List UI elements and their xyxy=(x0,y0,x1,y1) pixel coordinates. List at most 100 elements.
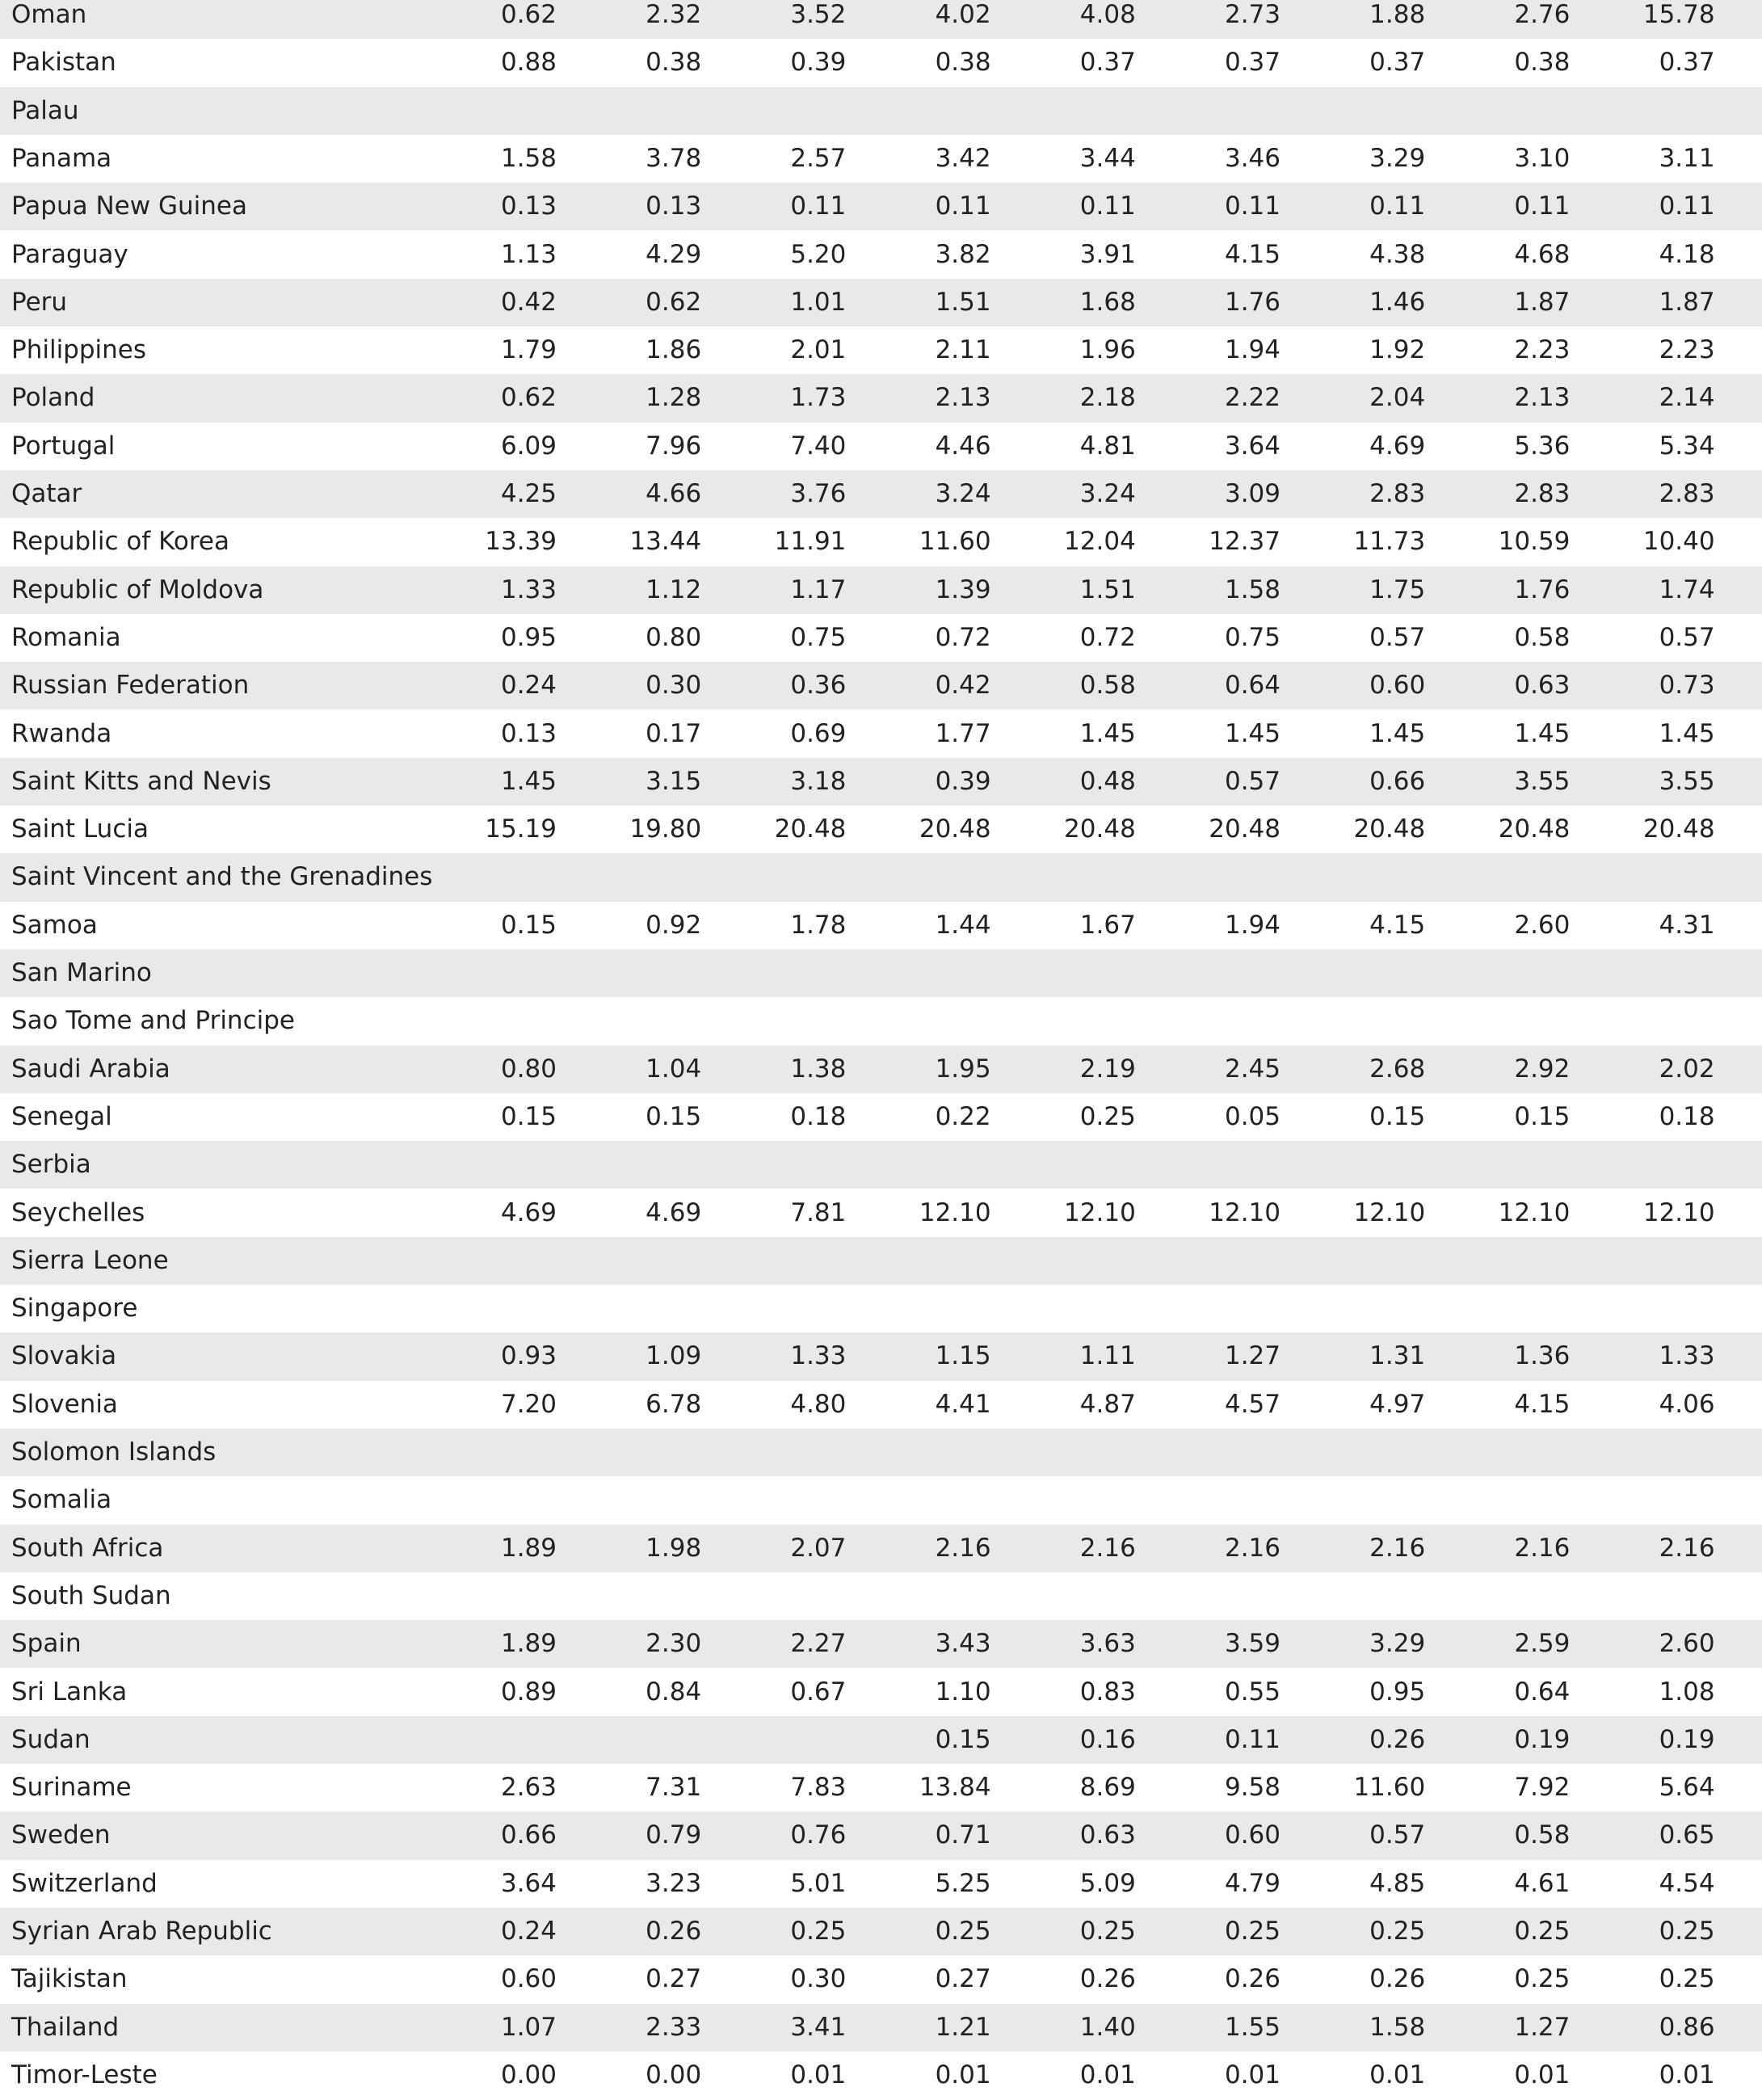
value-cell: 0.58 xyxy=(1514,622,1571,652)
value-cell: 2.16 xyxy=(1224,1533,1280,1563)
value-cell: 2.45 xyxy=(1224,1054,1280,1084)
value-cell: 0.26 xyxy=(646,1917,702,1946)
table-row: Sweden 0.66 0.79 0.76 0.71 0.63 0.60 0.57 0.58 0.… xyxy=(0,1812,1762,1860)
table-row: Palau xyxy=(0,86,1762,135)
value-cell: 0.71 xyxy=(935,1820,991,1850)
country-name: Singapore xyxy=(11,1294,138,1324)
value-cell: 1.10 xyxy=(935,1677,991,1707)
value-cell: 0.25 xyxy=(1659,1964,1715,1994)
value-cell: 3.44 xyxy=(1079,143,1136,173)
value-cell: 6.09 xyxy=(500,431,557,461)
value-cell: 10.59 xyxy=(1498,527,1571,557)
value-cell: 0.62 xyxy=(646,287,702,317)
value-cell: 4.02 xyxy=(935,0,991,29)
country-name: Oman xyxy=(11,0,87,29)
value-cell: 4.38 xyxy=(1369,239,1426,269)
value-cell: 0.13 xyxy=(646,191,702,221)
value-cell: 1.45 xyxy=(1659,718,1715,748)
country-name: Switzerland xyxy=(11,1868,158,1898)
value-cell: 2.57 xyxy=(790,143,847,173)
value-cell: 3.11 xyxy=(1659,143,1715,173)
value-cell: 1.67 xyxy=(1079,910,1136,940)
value-cell: 1.08 xyxy=(1659,1677,1715,1707)
table-row: Saint Kitts and Nevis 1.45 3.15 3.18 0.39 0.4… xyxy=(0,757,1762,806)
value-cell: 7.40 xyxy=(790,431,847,461)
value-cell: 4.06 xyxy=(1659,1389,1715,1419)
value-cell: 0.18 xyxy=(1659,1101,1715,1131)
value-cell: 2.59 xyxy=(1514,1629,1571,1659)
table-row: Seychelles 4.69 4.69 7.81 12.10 12.10 12.10 12.… xyxy=(0,1189,1762,1237)
value-cell: 1.94 xyxy=(1224,910,1280,940)
value-cell: 1.78 xyxy=(790,910,847,940)
value-cell: 2.92 xyxy=(1514,1054,1571,1084)
table-row: Serbia xyxy=(0,1141,1762,1189)
country-name: Samoa xyxy=(11,910,98,940)
value-cell: 4.29 xyxy=(646,239,702,269)
value-cell: 4.18 xyxy=(1659,239,1715,269)
table-row: Paraguay 1.13 4.29 5.20 3.82 3.91 4.15 4.38 4.68… xyxy=(0,231,1762,279)
value-cell: 1.94 xyxy=(1224,335,1280,365)
table-row: Philippines 1.79 1.86 2.01 2.11 1.96 1.94 1.92 2… xyxy=(0,326,1762,374)
value-cell: 1.36 xyxy=(1514,1341,1571,1371)
value-cell: 2.18 xyxy=(1079,383,1136,413)
value-cell: 11.91 xyxy=(774,527,847,557)
value-cell: 0.25 xyxy=(1514,1964,1571,1994)
table-row: Senegal 0.15 0.15 0.18 0.22 0.25 0.05 0.15 0.15 0… xyxy=(0,1093,1762,1141)
value-cell: 7.92 xyxy=(1514,1773,1571,1803)
value-cell: 0.26 xyxy=(1369,1964,1426,1994)
value-cell: 0.17 xyxy=(646,718,702,748)
value-cell: 0.75 xyxy=(790,622,847,652)
value-cell: 1.88 xyxy=(1369,0,1426,29)
table-row: Singapore xyxy=(0,1285,1762,1332)
value-cell: 5.64 xyxy=(1659,1773,1715,1803)
value-cell: 4.68 xyxy=(1514,239,1571,269)
table-row: Republic of Korea 13.39 13.44 11.91 11.60 12.… xyxy=(0,518,1762,566)
value-cell: 1.96 xyxy=(1079,335,1136,365)
table-row: Romania 0.95 0.80 0.75 0.72 0.72 0.75 0.57 0.58 0… xyxy=(0,614,1762,662)
country-name: San Marino xyxy=(11,958,152,987)
value-cell: 15.78 xyxy=(1642,0,1715,29)
value-cell: 4.69 xyxy=(646,1197,702,1227)
value-cell: 1.92 xyxy=(1369,335,1426,365)
value-cell: 1.89 xyxy=(500,1629,557,1659)
value-cell: 0.18 xyxy=(790,1101,847,1131)
value-cell: 0.57 xyxy=(1659,622,1715,652)
country-name: Sweden xyxy=(11,1820,111,1850)
value-cell: 1.87 xyxy=(1659,287,1715,317)
value-cell: 0.36 xyxy=(790,671,847,701)
value-cell: 4.15 xyxy=(1369,910,1426,940)
value-cell: 0.73 xyxy=(1659,671,1715,701)
value-cell: 1.58 xyxy=(1369,2012,1426,2042)
value-cell: 4.54 xyxy=(1659,1868,1715,1898)
value-cell: 4.25 xyxy=(500,479,557,508)
value-cell: 5.01 xyxy=(790,1868,847,1898)
value-cell: 0.19 xyxy=(1514,1724,1571,1754)
table-row: Poland 0.62 1.28 1.73 2.13 2.18 2.22 2.04 2.13 2.… xyxy=(0,374,1762,423)
value-cell: 2.63 xyxy=(500,1773,557,1803)
value-cell: 2.83 xyxy=(1369,479,1426,508)
value-cell: 20.48 xyxy=(774,814,847,844)
value-cell: 19.80 xyxy=(629,814,702,844)
value-cell: 3.24 xyxy=(935,479,991,508)
value-cell: 0.01 xyxy=(1079,2060,1136,2089)
value-cell: 0.11 xyxy=(1079,191,1136,221)
country-name: Sierra Leone xyxy=(11,1245,169,1275)
value-cell: 3.59 xyxy=(1224,1629,1280,1659)
value-cell: 0.30 xyxy=(646,671,702,701)
value-cell: 0.60 xyxy=(1369,671,1426,701)
country-name: Seychelles xyxy=(11,1197,145,1227)
country-name: Paraguay xyxy=(11,239,128,269)
value-cell: 7.81 xyxy=(790,1197,847,1227)
table-row: Oman 0.62 2.32 3.52 4.02 4.08 2.73 1.88 2.76 15.7… xyxy=(0,0,1762,40)
value-cell: 4.15 xyxy=(1224,239,1280,269)
value-cell: 0.11 xyxy=(935,191,991,221)
value-cell: 0.15 xyxy=(500,1101,557,1131)
value-cell: 2.68 xyxy=(1369,1054,1426,1084)
value-cell: 1.45 xyxy=(1369,718,1426,748)
value-cell: 0.39 xyxy=(790,48,847,78)
value-cell: 1.51 xyxy=(1079,574,1136,604)
value-cell: 1.27 xyxy=(1224,1341,1280,1371)
value-cell: 0.65 xyxy=(1659,1820,1715,1850)
value-cell: 1.73 xyxy=(790,383,847,413)
